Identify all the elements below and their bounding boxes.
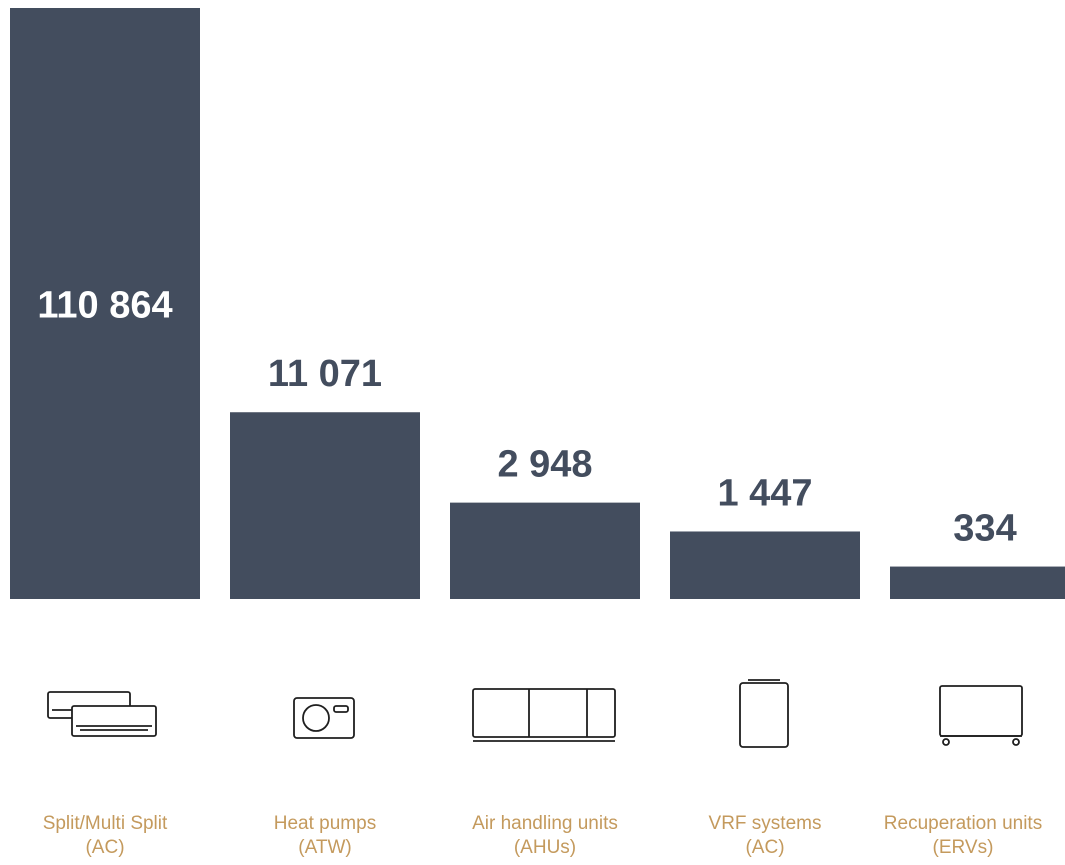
recuperation-unit-icon [936, 682, 1026, 748]
category-label-line2: (AHUs) [513, 837, 577, 858]
category-label-line1: Air handling units [472, 813, 618, 834]
heat-pump-unit-icon [290, 692, 360, 744]
category-label-4: VRF systems (AC) [665, 812, 865, 860]
category-label-line1: Recuperation units [883, 813, 1043, 834]
bar-chart: 110 864 11 071 2 948 1 447 334 [10, 8, 1065, 599]
bar-2 [230, 412, 420, 599]
category-label-line1: VRF systems [708, 813, 822, 834]
bar-5 [890, 566, 1065, 599]
value-label-1: 110 864 [37, 285, 172, 327]
category-label-line1: Split/Multi Split [42, 813, 168, 834]
category-label-line2: (ERVs) [932, 837, 994, 858]
category-label-line2: (AC) [85, 837, 125, 858]
split-ac-units-icon [44, 686, 164, 746]
category-label-3: Air handling units (AHUs) [445, 812, 645, 860]
value-label-2: 11 071 [268, 353, 382, 395]
air-handling-unit-icon [469, 685, 619, 747]
bar-1 [10, 8, 200, 599]
value-label-4: 1 447 [717, 472, 812, 514]
category-label-line1: Heat pumps [273, 813, 377, 834]
bar-3 [450, 502, 640, 599]
category-label-1: Split/Multi Split (AC) [5, 812, 205, 860]
category-label-5: Recuperation units (ERVs) [863, 812, 1063, 860]
vrf-unit-icon [734, 675, 794, 751]
category-label-line2: (ATW) [298, 837, 352, 858]
category-label-line2: (AC) [745, 837, 785, 858]
bar-4 [670, 531, 860, 599]
value-label-3: 2 948 [497, 444, 592, 486]
category-label-2: Heat pumps (ATW) [225, 812, 425, 860]
value-label-5: 334 [953, 508, 1016, 550]
